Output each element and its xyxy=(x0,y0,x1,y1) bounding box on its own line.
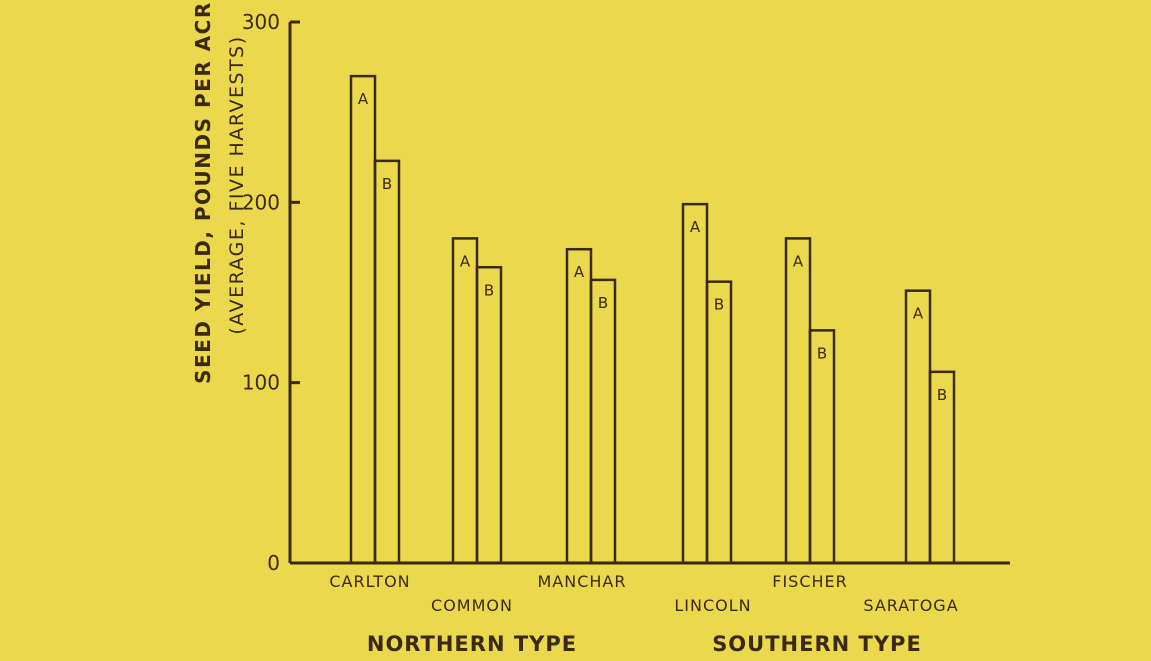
group-label-northern: NORTHERN TYPE xyxy=(367,632,577,656)
bar-carlton-a xyxy=(349,74,377,565)
x-tick-label-saratoga: SARATOGA xyxy=(863,596,958,615)
bar-label-b: B xyxy=(484,281,494,299)
bar-label-a: A xyxy=(574,263,585,281)
x-tick-label-carlton: CARLTON xyxy=(329,572,410,591)
y-tick-label: 200 xyxy=(242,190,280,214)
group-label-southern: SOUTHERN TYPE xyxy=(712,632,922,656)
axes xyxy=(288,22,1010,565)
bar-label-b: B xyxy=(937,386,947,404)
bar-label-b: B xyxy=(714,296,724,314)
bar-label-a: A xyxy=(690,218,701,236)
y-tick-label: 100 xyxy=(242,371,280,395)
y-tick-label: 0 xyxy=(267,551,280,575)
bar-lincoln-b xyxy=(705,280,733,565)
bar-label-a: A xyxy=(793,252,804,270)
bar-fischer-a xyxy=(784,237,812,565)
y-axis-ticks: 0 100 200 300 xyxy=(242,10,300,575)
y-tick-label: 300 xyxy=(242,10,280,34)
x-tick-label-fischer: FISCHER xyxy=(772,572,848,591)
x-axis-labels: CARLTON COMMON MANCHAR LINCOLN FISCHER SARATO… xyxy=(329,572,958,615)
bar-label-a: A xyxy=(913,305,924,323)
x-tick-label-manchar: MANCHAR xyxy=(538,572,627,591)
bar-manchar-a xyxy=(565,247,593,565)
x-tick-label-common: COMMON xyxy=(431,596,513,615)
bar-manchar-b xyxy=(589,278,617,565)
bar-common-a xyxy=(451,237,479,565)
bar-common-b xyxy=(475,266,503,565)
bar-label-b: B xyxy=(817,344,827,362)
bar-label-a: A xyxy=(460,252,471,270)
bar-carlton-b xyxy=(373,159,401,565)
bar-fischer-b xyxy=(808,329,836,565)
x-tick-label-lincoln: LINCOLN xyxy=(674,596,751,615)
y-axis-title: SEED YIELD, POUNDS PER ACRE (AVERAGE, FI… xyxy=(191,0,248,384)
bar-saratoga-b xyxy=(928,370,956,565)
y-axis-sublabel: (AVERAGE, FIVE HARVESTS) xyxy=(226,35,248,334)
group-labels: NORTHERN TYPE SOUTHERN TYPE xyxy=(367,632,922,656)
bar-label-b: B xyxy=(598,294,608,312)
bar-lincoln-a xyxy=(681,202,709,565)
bar-label-b: B xyxy=(382,175,392,193)
y-axis-label: SEED YIELD, POUNDS PER ACRE xyxy=(191,0,215,384)
bar-label-a: A xyxy=(358,90,369,108)
bar-saratoga-a xyxy=(904,289,932,565)
